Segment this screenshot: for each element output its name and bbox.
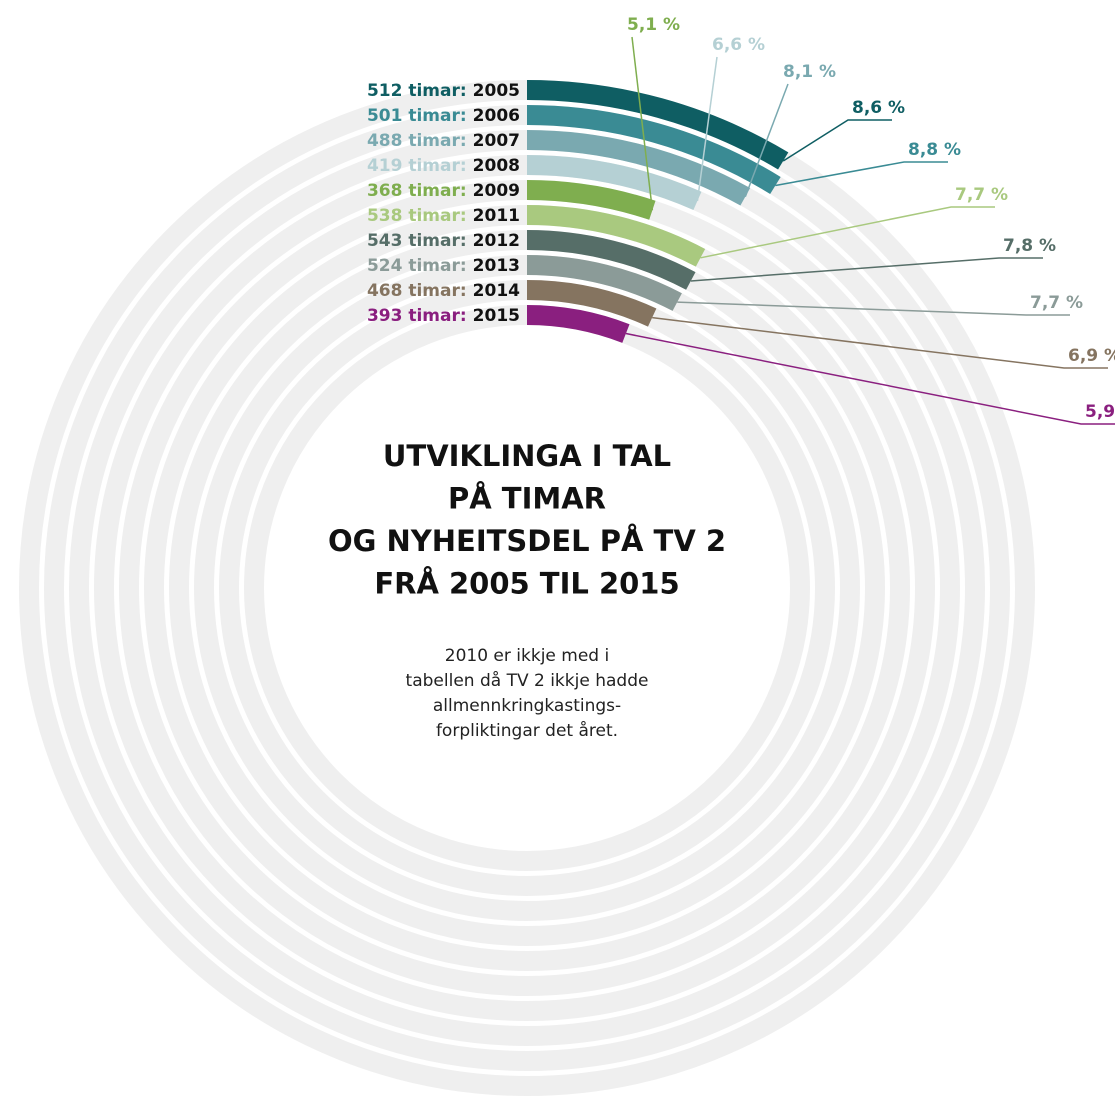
hour-label: 501 timar: 2006 [367,106,520,126]
hour-label: 488 timar: 2007 [367,131,520,151]
year-label: 2009 [473,181,520,201]
share-label: 6,6 % [712,35,765,55]
arc-bar [526,230,696,290]
leader-line [690,257,1043,282]
hour-label: 524 timar: 2013 [367,256,520,276]
title-line: FRÅ 2005 TIL 2015 [374,567,679,601]
leader-line [625,332,1115,425]
hour-value: 488 timar: [367,131,467,151]
arc-bar [526,155,702,211]
leader-line [700,206,995,259]
year-label: 2012 [473,231,520,251]
hour-value: 512 timar: [367,81,467,101]
hour-value: 524 timar: [367,256,467,276]
hour-label: 512 timar: 2005 [367,81,520,101]
note-line: allmennkringkastings- [433,696,621,716]
hour-value: 468 timar: [367,281,467,301]
share-label: 6,9 % [1068,346,1115,366]
hour-label: 468 timar: 2014 [367,281,520,301]
share-label: 5,9 % [1085,402,1115,422]
hour-value: 393 timar: [367,306,467,326]
hour-value: 543 timar: [367,231,467,251]
leader-line [696,56,718,201]
arc-bar [526,180,656,220]
share-label: 7,8 % [1003,236,1056,256]
year-label: 2005 [473,81,520,101]
hour-label: 419 timar: 2008 [367,156,520,176]
hour-value: 538 timar: [367,206,467,226]
leader-line [677,301,1070,316]
title-line: PÅ TIMAR [448,482,606,516]
year-label: 2008 [473,156,520,176]
arc-bar [526,255,682,311]
title-line: UTVIKLINGA I TAL [383,439,671,473]
year-label: 2007 [473,131,520,151]
note-line: 2010 er ikkje med i [445,646,609,666]
hour-value: 368 timar: [367,181,467,201]
hour-label: 368 timar: 2009 [367,181,520,201]
share-label: 8,8 % [908,140,961,160]
share-label: 8,1 % [783,62,836,82]
share-label: 5,1 % [627,15,680,35]
arc-bar [526,280,657,327]
year-label: 2011 [473,206,520,226]
leader-line [782,119,892,162]
hour-value: 419 timar: [367,156,467,176]
year-label: 2015 [473,306,520,326]
hour-label: 543 timar: 2012 [367,231,520,251]
year-label: 2006 [473,106,520,126]
hour-label: 538 timar: 2011 [367,206,520,226]
title-line: OG NYHEITSDEL PÅ TV 2 [328,524,726,558]
arc-bar [526,105,781,194]
share-label: 8,6 % [852,98,905,118]
share-label: 7,7 % [955,185,1008,205]
arc-bar [526,305,630,343]
arc-bar [526,205,706,267]
year-label: 2014 [473,281,520,301]
leader-line [652,316,1108,369]
leader-line [744,83,789,198]
note-line: tabellen då TV 2 ikkje hadde [406,670,649,691]
year-label: 2013 [473,256,520,276]
arc-bar [526,80,789,170]
hour-label: 393 timar: 2015 [367,306,520,326]
note-line: forpliktingar det året. [436,720,618,741]
share-label: 7,7 % [1030,293,1083,313]
leader-line [775,161,948,187]
leader-line [631,36,654,211]
arc-bar [526,130,751,206]
hour-value: 501 timar: [367,106,467,126]
